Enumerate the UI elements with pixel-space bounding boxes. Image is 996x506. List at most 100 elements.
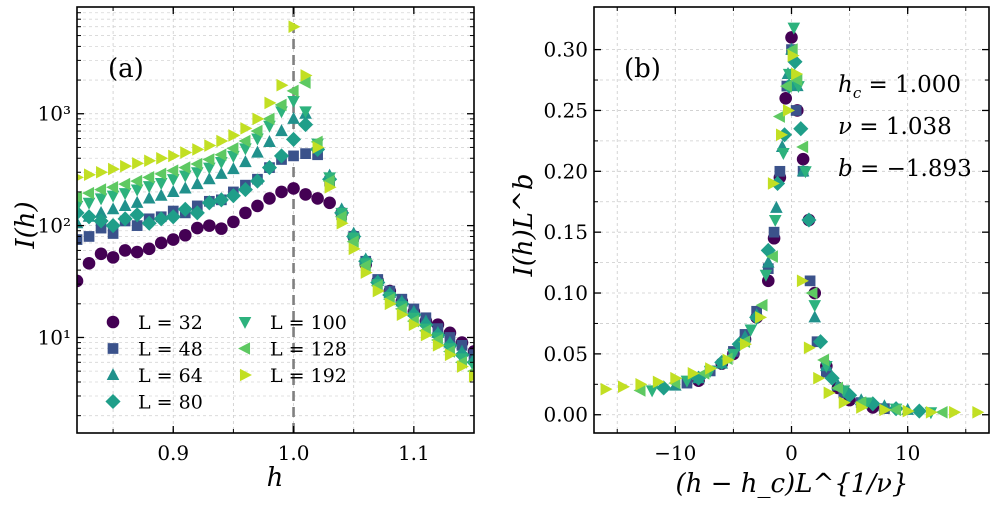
panel-a-point [94,183,107,196]
panel-a-point [94,205,108,218]
panel-a-point [108,162,121,176]
panel-a-point [348,242,361,256]
panel-b-ytick-label: 0.00 [543,403,588,427]
panel-a-point [130,195,144,208]
panel-a-point [322,174,335,188]
panel-b-point [808,310,822,323]
panel-a-point [298,76,311,89]
panel-a-point [336,216,349,230]
panel-a-point [213,192,229,208]
panel-a-point [287,182,300,195]
panel-b-point [652,375,665,389]
panel-a-point [239,206,252,220]
legend-marker [238,342,251,355]
panel-a-point [274,98,287,112]
panel-a-point [228,129,241,142]
panel-b-point [787,22,801,35]
panel-a-point [225,188,241,204]
panel-a-point [240,122,253,135]
panel-b-ytick-label: 0.15 [543,220,588,244]
panel-a-point [396,308,409,321]
panel-a-ticks: 0.9 1.0 1.1 10¹ 10² 10³ [38,7,474,465]
panel-a-point [251,145,264,158]
panel-a-point [215,166,228,179]
panel-a-point [300,69,313,82]
panel-b-point [759,269,773,282]
legend-item: L = 192 [239,365,347,387]
panel-a-point [83,231,95,242]
panel-a-point [130,184,144,197]
panel-a-point [444,348,457,362]
panel-b-xlabel: (h − h_c)L^{1/ν} [676,469,909,499]
panel-a-point [120,159,133,173]
panel-a-series-7 [77,20,474,383]
panel-a-point [227,215,240,229]
panel-a-point [286,84,299,98]
panel-b-series-7 [600,49,985,419]
panel-a-point [420,328,433,342]
panel-a-point [77,200,84,213]
panel-a-point [275,124,288,137]
panel-a-point [130,174,143,188]
panel-a-point [118,177,131,191]
annotation-b: b = −1.893 [838,156,972,182]
panel-a-point [346,235,359,248]
legend-item: L = 80 [105,392,203,414]
legend-label: L = 80 [138,392,203,414]
panel-a-point [82,186,95,200]
panel-a-point [204,139,217,152]
panel-a-point [83,168,96,182]
panel-a-point [178,181,192,194]
panel-a-point [94,193,108,206]
panel-b-point [777,148,790,160]
panel-a-point [166,185,180,197]
panel-a-point [201,195,217,211]
panel-b-point [782,104,795,117]
panel-a-point [468,369,474,383]
panel-b-xtick-label: 0 [785,441,798,465]
legend-label: L = 192 [270,365,347,387]
panel-b-point [801,212,817,228]
panel-a-point [273,148,290,164]
panel-b-point [670,371,683,385]
panel-b-point [755,298,768,312]
legend-item: L = 32 [106,312,203,334]
panel-b-point [813,371,826,385]
panel-a-point [287,111,300,124]
panel-a-point [312,141,325,154]
panel-a-xlabel: h [267,463,284,493]
panel-a-point [287,95,300,108]
panel-a-point [132,157,145,170]
panel-a-point [154,178,168,191]
panel-b-point [796,152,810,166]
panel-a-point [192,143,205,156]
panel-a-point [203,219,216,232]
panel-a-point [180,146,193,159]
panel-b-point [768,226,780,238]
annotation-hc: hc = 1.000 [838,72,961,102]
panel-b-point [824,370,840,386]
legend-marker [105,393,121,410]
panel-b-point [817,353,830,367]
panel-a-point [334,210,347,224]
panel-a-point [94,247,108,261]
panel-a-xtick-label: 1.0 [278,441,310,465]
panel-b-point [739,337,752,351]
panel-b-point [600,382,613,396]
legend-item: L = 128 [238,339,347,361]
panel-b-point [787,49,800,62]
panel-a-point [311,192,324,205]
panel-b-point [803,341,816,355]
panel-a-point [324,181,337,194]
panel-b-point [972,406,985,419]
panel-a-point [384,297,397,311]
panel-a-point [276,78,289,92]
panel-a-point [323,196,336,210]
panel-a-point [178,161,191,174]
panel-a-point [118,244,132,257]
panel-b-point [690,370,707,386]
legend-marker [106,315,120,329]
panel-b-point [790,73,803,87]
panel-b-series-6 [633,43,948,419]
